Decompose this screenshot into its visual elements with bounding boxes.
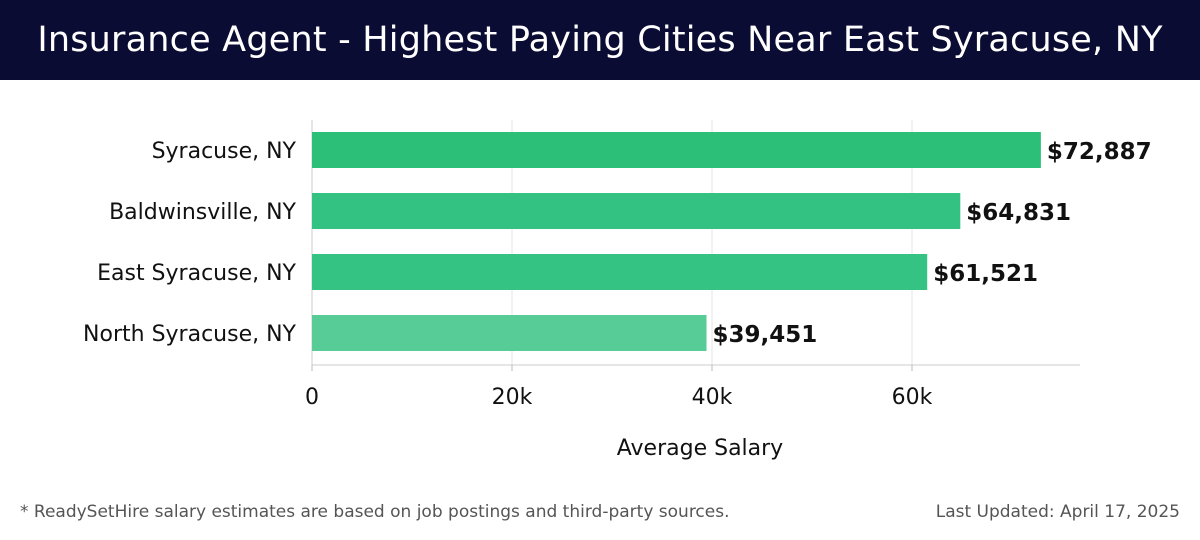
bar — [312, 132, 1041, 168]
bar — [312, 193, 961, 229]
value-label: $39,451 — [713, 322, 818, 348]
x-tick-label: 20k — [492, 385, 533, 410]
category-label: North Syracuse, NY — [83, 322, 297, 347]
bar — [312, 254, 928, 290]
last-updated: Last Updated: April 17, 2025 — [935, 502, 1180, 522]
category-label: Syracuse, NY — [152, 139, 297, 164]
category-label: East Syracuse, NY — [97, 261, 296, 286]
bar-chart: 0 20k 40k 60k Average Salary Syracuse, NY $72,… — [83, 120, 1152, 461]
value-label: $61,521 — [933, 261, 1038, 287]
footnote: * ReadySetHire salary estimates are base… — [20, 502, 730, 522]
category-label: Baldwinsville, NY — [109, 200, 296, 225]
x-tick-label: 0 — [305, 385, 319, 410]
bar — [312, 315, 707, 351]
value-label: $72,887 — [1047, 139, 1152, 165]
chart-title: Insurance Agent - Highest Paying Cities … — [37, 20, 1163, 60]
x-tick-label: 40k — [692, 385, 733, 410]
value-label: $64,831 — [966, 200, 1071, 226]
x-axis-title: Average Salary — [617, 436, 783, 461]
x-tick-label: 60k — [892, 385, 933, 410]
title-banner: Insurance Agent - Highest Paying Cities … — [0, 0, 1200, 80]
